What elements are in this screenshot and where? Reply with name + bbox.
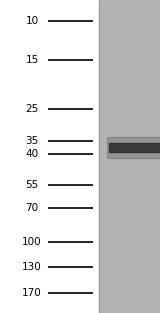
Text: 100: 100 [22, 237, 42, 247]
Text: 10: 10 [25, 16, 39, 26]
Text: 15: 15 [25, 55, 39, 65]
Text: 25: 25 [25, 104, 39, 114]
Text: 55: 55 [25, 180, 39, 190]
Text: 35: 35 [25, 136, 39, 146]
Bar [99, 0, 160, 313]
Text: 40: 40 [25, 149, 39, 159]
Text: 70: 70 [25, 203, 39, 213]
Bar [0, 0, 99, 313]
Text: 130: 130 [22, 262, 42, 272]
Text: 170: 170 [22, 288, 42, 298]
